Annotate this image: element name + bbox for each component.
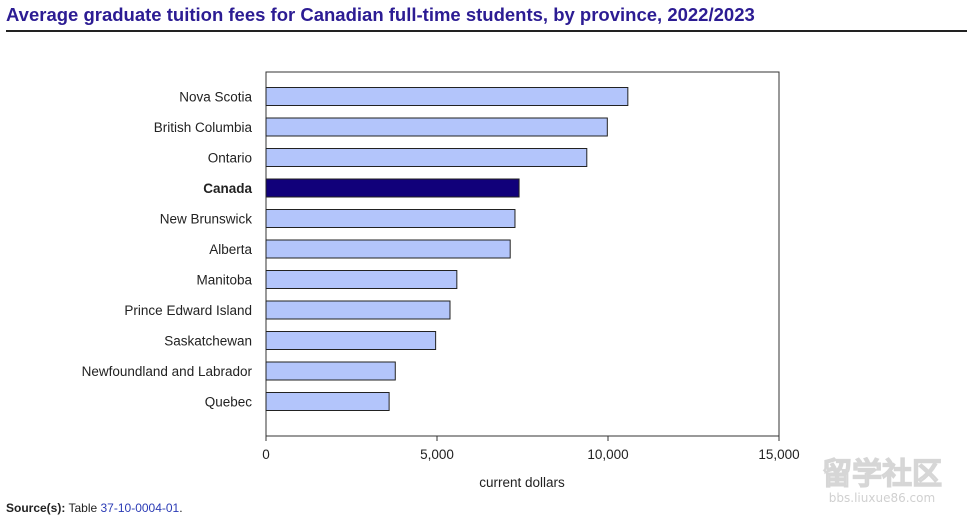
x-tick-label: 0 <box>262 447 270 462</box>
bar-alberta <box>265 239 511 259</box>
source-note: Source(s): Table 37-10-0004-01. <box>6 501 183 515</box>
category-label: New Brunswick <box>160 212 253 227</box>
bar-british-columbia <box>265 117 608 137</box>
bar-canada <box>265 178 520 198</box>
category-label: Saskatchewan <box>164 334 252 349</box>
bar-prince-edward-island <box>265 300 451 320</box>
category-labels: Nova Scotia British Columbia Ontario Canada… <box>82 90 253 410</box>
source-link[interactable]: 37-10-0004-01 <box>100 501 180 515</box>
source-text: Table <box>68 501 98 515</box>
x-tick-label: 15,000 <box>758 447 799 462</box>
x-axis-ticks: 0 5,000 10,000 15,000 <box>262 436 800 462</box>
bar-manitoba <box>265 270 458 289</box>
category-label: Prince Edward Island <box>124 303 252 318</box>
category-label: British Columbia <box>154 120 253 135</box>
bar-quebec <box>265 392 390 411</box>
category-label: Newfoundland and Labrador <box>82 364 253 379</box>
category-label: Quebec <box>205 395 253 410</box>
svg-text:留学社区: 留学社区 <box>822 457 942 492</box>
category-label: Manitoba <box>196 273 252 288</box>
svg-text:bbs.liuxue86.com: bbs.liuxue86.com <box>829 491 935 505</box>
x-tick-label: 10,000 <box>587 447 628 462</box>
source-label: Source(s): <box>6 501 66 515</box>
bar-new-brunswick <box>265 209 516 228</box>
category-label: Canada <box>203 181 252 196</box>
category-label: Alberta <box>209 242 252 257</box>
title-rule <box>6 30 967 32</box>
bar-nova-scotia <box>265 87 629 106</box>
chart-title: Average graduate tuition fees for Canadi… <box>6 4 755 25</box>
category-label: Ontario <box>208 151 252 166</box>
bar-saskatchewan <box>265 331 437 350</box>
watermark-logo: 留学社区 bbs.liuxue86.com <box>821 456 942 505</box>
bar-ontario <box>265 148 588 167</box>
x-tick-label: 5,000 <box>420 447 454 462</box>
x-axis-label: current dollars <box>479 475 565 490</box>
bars-group <box>265 87 629 411</box>
source-end: . <box>179 501 183 515</box>
bar-newfoundland-and-labrador <box>265 361 396 381</box>
category-label: Nova Scotia <box>179 90 252 105</box>
